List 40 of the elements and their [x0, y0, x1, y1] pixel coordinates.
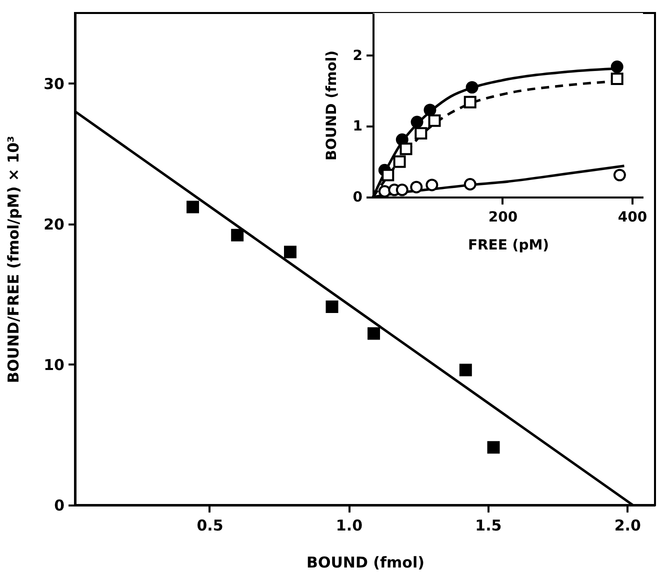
- y-tick-label: 0: [352, 190, 363, 206]
- point: [466, 81, 478, 94]
- y-tick-label: 20: [44, 215, 64, 234]
- x-tick-label: 200: [488, 210, 518, 226]
- point: [400, 142, 412, 156]
- point: [396, 184, 408, 196]
- y-tick-label: 30: [44, 74, 64, 93]
- point: [464, 178, 476, 190]
- point: [382, 168, 394, 182]
- x-axis-title: FREE (pM): [468, 238, 550, 254]
- point: [459, 364, 472, 376]
- point: [326, 300, 338, 314]
- y-tick-label: 1: [352, 118, 362, 135]
- y-tick-label: 10: [44, 356, 64, 374]
- y-tick-label: 2: [352, 48, 362, 64]
- point: [414, 127, 428, 140]
- point: [284, 246, 296, 258]
- point: [464, 96, 476, 108]
- point: [428, 114, 441, 127]
- point: [393, 155, 406, 168]
- x-tick-label: 2.0: [614, 516, 641, 534]
- point: [368, 327, 380, 340]
- x-tick-label: 1.0: [336, 516, 362, 534]
- point: [410, 180, 423, 194]
- point: [610, 60, 624, 74]
- y-axis-title: BOUND (fmol): [324, 50, 340, 161]
- point: [231, 228, 244, 242]
- point: [610, 72, 624, 86]
- x-tick-label: 1.5: [475, 516, 502, 534]
- point: [487, 441, 500, 454]
- point: [410, 116, 424, 128]
- x-tick-label: 400: [618, 210, 648, 226]
- point: [613, 168, 626, 182]
- x-tick-label: 0.5: [196, 516, 224, 534]
- point: [424, 104, 436, 116]
- y-axis-title: BOUND/FREE (fmol/pM) × 10³: [4, 136, 23, 384]
- x-axis-title: BOUND (fmol): [306, 554, 424, 572]
- point: [426, 178, 438, 192]
- point: [186, 200, 200, 214]
- y-tick-label: 0: [54, 496, 64, 514]
